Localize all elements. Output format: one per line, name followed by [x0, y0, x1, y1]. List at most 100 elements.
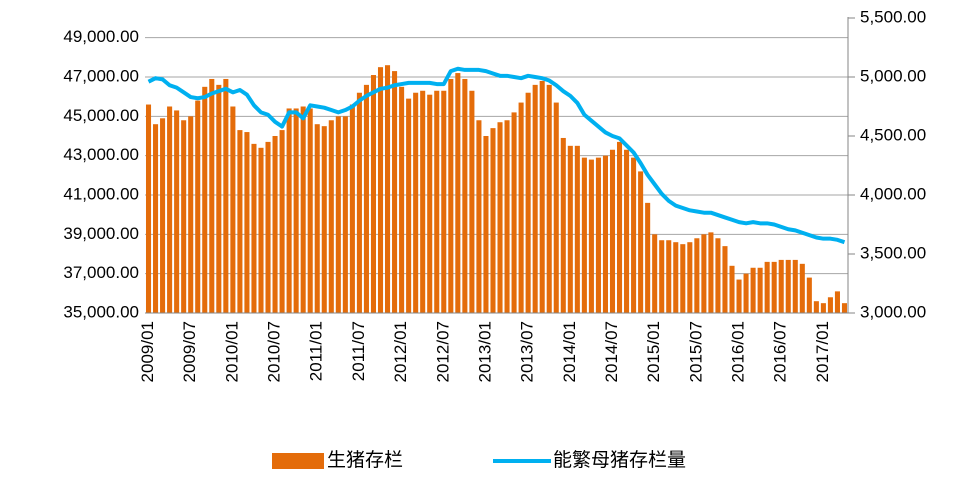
bar — [511, 112, 517, 314]
bar — [434, 90, 440, 314]
bar — [799, 263, 805, 313]
bar — [736, 279, 742, 313]
y-tick-label: 49,000.00 — [63, 27, 139, 46]
bar — [420, 90, 426, 314]
y-tick-label: 45,000.00 — [63, 106, 139, 125]
bar — [687, 242, 693, 313]
bar — [595, 157, 601, 313]
bar — [272, 136, 278, 313]
bar — [174, 110, 180, 313]
bar — [188, 116, 194, 313]
y2-tick-label: 5,500.00 — [860, 7, 926, 26]
bar — [715, 238, 721, 313]
x-tick-label: 2017/01 — [813, 321, 832, 382]
bar — [399, 86, 405, 313]
bar — [377, 67, 384, 314]
bar — [392, 71, 398, 313]
bar — [645, 202, 651, 313]
bar — [813, 301, 819, 313]
legend-label: 能繁母猪存栏量 — [553, 449, 686, 471]
line — [147, 66, 846, 245]
bar — [258, 147, 264, 313]
x-tick-label: 2015/01 — [644, 321, 663, 382]
x-tick-label: 2014/01 — [560, 321, 579, 382]
bar — [427, 94, 433, 313]
bar — [160, 118, 166, 313]
bar — [314, 124, 320, 313]
bar — [764, 261, 770, 313]
bar — [145, 104, 152, 314]
bar — [469, 90, 475, 314]
bar — [370, 75, 377, 314]
bar — [729, 265, 735, 313]
bar — [680, 244, 686, 313]
bar — [385, 65, 391, 313]
bar — [293, 108, 299, 313]
bar — [209, 78, 215, 313]
bar — [476, 120, 482, 314]
bar — [757, 267, 763, 313]
bar — [490, 128, 496, 313]
bar — [413, 92, 419, 313]
bar — [216, 84, 222, 313]
bar — [785, 259, 791, 313]
x-tick-label: 2010/07 — [265, 321, 284, 382]
bar — [778, 259, 784, 313]
y-tick-label: 43,000.00 — [63, 145, 139, 164]
bar — [666, 240, 672, 313]
bar — [750, 267, 756, 313]
legend-label: 生猪存栏 — [327, 449, 403, 471]
bar — [300, 106, 306, 313]
bar — [602, 155, 608, 313]
y-tick-label: 37,000.00 — [63, 263, 139, 282]
bar — [806, 277, 812, 313]
bar — [588, 159, 594, 313]
y-tick-label: 41,000.00 — [63, 184, 139, 203]
bar — [827, 297, 833, 313]
bar — [342, 116, 348, 313]
bar — [581, 157, 587, 313]
bar — [286, 108, 292, 313]
bar — [307, 108, 313, 313]
y2-tick-label: 3,000.00 — [860, 302, 926, 321]
x-tick-label: 2010/01 — [222, 321, 241, 382]
bar — [616, 141, 623, 313]
legend-swatch — [272, 453, 324, 469]
bar — [328, 120, 334, 314]
bar — [722, 246, 728, 313]
bar — [483, 136, 489, 313]
bar — [638, 171, 644, 313]
bar — [441, 90, 447, 314]
bar — [609, 149, 616, 313]
bar — [406, 98, 412, 313]
bar — [455, 73, 461, 313]
y-tick-label: 47,000.00 — [63, 66, 139, 85]
y2-tick-label: 3,500.00 — [860, 243, 926, 262]
bar — [195, 100, 201, 313]
bar — [518, 102, 524, 313]
y-tick-label: 35,000.00 — [63, 302, 139, 321]
bar — [525, 92, 531, 313]
bar — [202, 86, 208, 313]
bar — [265, 141, 271, 313]
bar — [792, 259, 798, 313]
bar — [167, 106, 173, 313]
bar — [237, 130, 243, 313]
bar — [659, 240, 665, 313]
bar — [834, 291, 840, 313]
bar — [820, 303, 826, 313]
x-tick-label: 2015/07 — [686, 321, 705, 382]
bar — [356, 92, 362, 313]
bar — [230, 106, 236, 313]
bar — [631, 157, 637, 313]
bar — [349, 104, 355, 314]
bar — [560, 137, 566, 313]
x-tick-label: 2012/01 — [391, 321, 410, 382]
bar — [497, 122, 503, 313]
x-tick-label: 2016/07 — [771, 321, 790, 382]
x-tick-label: 2011/07 — [349, 321, 368, 381]
bar — [694, 238, 700, 313]
bar — [574, 145, 580, 313]
bar — [279, 130, 285, 313]
